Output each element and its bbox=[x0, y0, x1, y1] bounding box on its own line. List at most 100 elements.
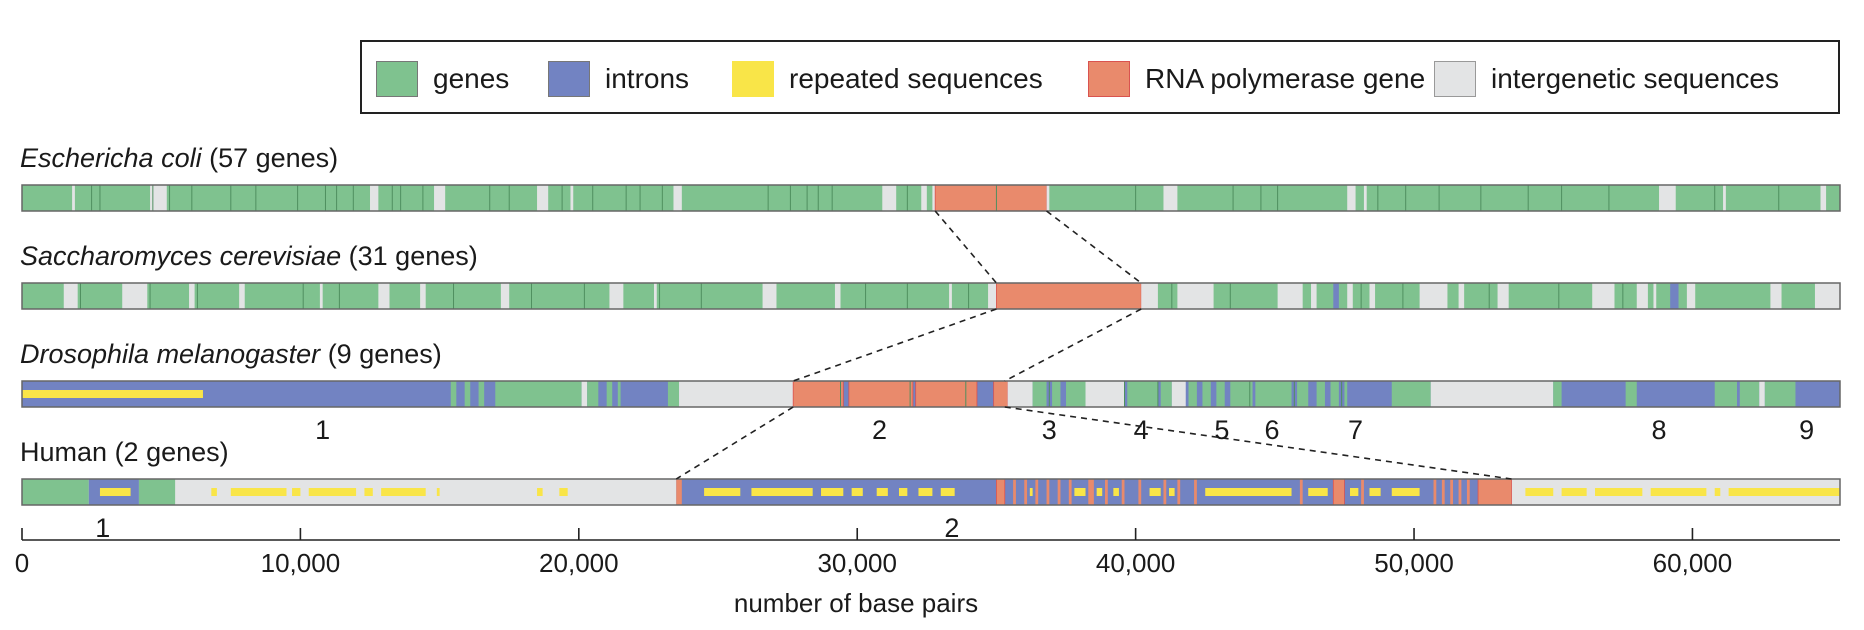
gene-segment bbox=[587, 381, 599, 407]
gene-segment bbox=[1330, 381, 1339, 407]
intergenic-segment bbox=[1369, 283, 1376, 309]
repeat-segment bbox=[381, 488, 426, 496]
polymerase-segment bbox=[792, 380, 844, 408]
intron-segment bbox=[1670, 283, 1679, 309]
polymerase-segment bbox=[1024, 479, 1028, 505]
legend-swatch-genes bbox=[376, 61, 418, 97]
gene-segment bbox=[1052, 381, 1061, 407]
polymerase-segment bbox=[1299, 479, 1303, 505]
gene-number-label: 4 bbox=[1134, 415, 1149, 445]
polymerase-segment bbox=[1105, 479, 1108, 505]
intergenic-segment bbox=[762, 283, 777, 309]
repeat-segment bbox=[1650, 488, 1707, 496]
polymerase-segment bbox=[1177, 479, 1181, 505]
repeat-segment bbox=[1350, 488, 1359, 496]
legend: genes introns repeated sequences RNA pol… bbox=[360, 40, 1840, 114]
gene-segment bbox=[138, 479, 176, 505]
repeat-segment bbox=[230, 488, 287, 496]
repeat-segment bbox=[1728, 488, 1840, 496]
repeat-segment bbox=[364, 488, 373, 496]
intergenic-segment bbox=[1171, 381, 1186, 407]
intergenic-segment bbox=[122, 283, 148, 309]
repeat-segment bbox=[704, 488, 741, 496]
gene-segment bbox=[450, 381, 457, 407]
repeat-segment bbox=[1169, 488, 1175, 496]
intergenic-segment bbox=[1311, 283, 1317, 309]
gene-number-label: 1 bbox=[315, 415, 330, 445]
polymerase-segment bbox=[993, 380, 1008, 408]
track-outline-ecoli bbox=[21, 184, 1841, 212]
intergenic-segment bbox=[1759, 381, 1765, 407]
repeat-segment bbox=[1525, 488, 1554, 496]
repeat-segment bbox=[1714, 488, 1721, 496]
intergenic-segment bbox=[570, 185, 574, 211]
species-name-ecoli: Eschericha coli bbox=[20, 143, 202, 173]
gene-number-label: 6 bbox=[1265, 415, 1280, 445]
gene-number-label: 3 bbox=[1042, 415, 1057, 445]
polymerase-segment bbox=[1046, 479, 1050, 505]
intergenic-segment bbox=[378, 283, 390, 309]
gene-number-label: 1 bbox=[95, 513, 110, 543]
repeat-segment bbox=[1096, 488, 1103, 496]
gene-segment bbox=[1255, 381, 1292, 407]
gene-segment bbox=[1625, 381, 1637, 407]
gene-count-ecoli: (57 genes) bbox=[209, 143, 339, 173]
intergenic-segment bbox=[1653, 283, 1657, 309]
gene-number-label: 2 bbox=[944, 513, 959, 543]
gene-segment bbox=[1230, 381, 1253, 407]
gene-segment bbox=[606, 381, 613, 407]
gene-segment bbox=[1188, 381, 1197, 407]
intergenic-segment bbox=[1686, 283, 1696, 309]
intergenic-segment bbox=[189, 283, 195, 309]
legend-swatch-repeated-sequences bbox=[732, 61, 774, 97]
repeat-segment bbox=[1391, 488, 1420, 496]
repeat-segment bbox=[211, 488, 217, 496]
repeat-segment bbox=[1561, 488, 1587, 496]
polymerase-segment bbox=[934, 184, 1047, 212]
intergenic-segment bbox=[420, 283, 426, 309]
polymerase-segment bbox=[996, 478, 1006, 506]
legend-swatch-rna-polymerase-gene bbox=[1088, 61, 1130, 97]
species-title-yeast: Saccharomyces cerevisiae (31 genes) bbox=[20, 241, 478, 271]
polymerase-segment bbox=[1121, 479, 1125, 505]
gene-number-label: 9 bbox=[1799, 415, 1814, 445]
intergenic-segment bbox=[1458, 283, 1465, 309]
gene-segment bbox=[1553, 381, 1562, 407]
polymerase-segment bbox=[1441, 479, 1445, 505]
intergenic-segment bbox=[1636, 283, 1648, 309]
intergenic-segment bbox=[1177, 283, 1214, 309]
repeat-segment bbox=[1149, 488, 1161, 496]
polymerase-connector-right bbox=[1004, 406, 1512, 480]
species-name-human: Human bbox=[20, 437, 108, 467]
polymerase-segment bbox=[1138, 479, 1142, 505]
repeat-segment bbox=[436, 488, 440, 496]
legend-label-intergenetic-sequences: intergenetic sequences bbox=[1491, 63, 1779, 94]
legend-swatch-introns bbox=[548, 61, 590, 97]
gene-number-label: 8 bbox=[1652, 415, 1667, 445]
gene-segment bbox=[1739, 381, 1760, 407]
legend-swatch-intergenetic-sequences bbox=[1434, 61, 1476, 97]
intergenic-segment bbox=[609, 283, 624, 309]
x-axis-tick-label: 0 bbox=[15, 548, 29, 578]
repeat-segment bbox=[1029, 488, 1033, 496]
species-name-fly: Drosophila melanogaster bbox=[20, 339, 321, 369]
gene-segment bbox=[1391, 381, 1431, 407]
repeat-segment bbox=[1595, 488, 1643, 496]
polymerase-connector-left bbox=[675, 406, 794, 480]
species-title-fly: Drosophila melanogaster (9 genes) bbox=[20, 339, 442, 369]
gene-segment bbox=[1032, 381, 1047, 407]
gene-count-yeast: (31 genes) bbox=[348, 241, 478, 271]
repeat-segment bbox=[918, 488, 933, 496]
repeat-segment bbox=[308, 488, 357, 496]
intergenic-segment bbox=[1723, 185, 1726, 211]
intron-segment bbox=[1333, 283, 1339, 309]
intergenic-segment bbox=[319, 283, 323, 309]
gene-segment bbox=[1714, 381, 1737, 407]
intergenic-segment bbox=[1820, 185, 1827, 211]
repeat-segment bbox=[1369, 488, 1381, 496]
gene-segment bbox=[1216, 381, 1225, 407]
repeat-segment bbox=[751, 488, 813, 496]
legend-label-rna-polymerase-gene: RNA polymerase gene bbox=[1145, 63, 1426, 94]
polymerase-segment bbox=[1057, 479, 1061, 505]
intergenic-segment bbox=[673, 185, 682, 211]
